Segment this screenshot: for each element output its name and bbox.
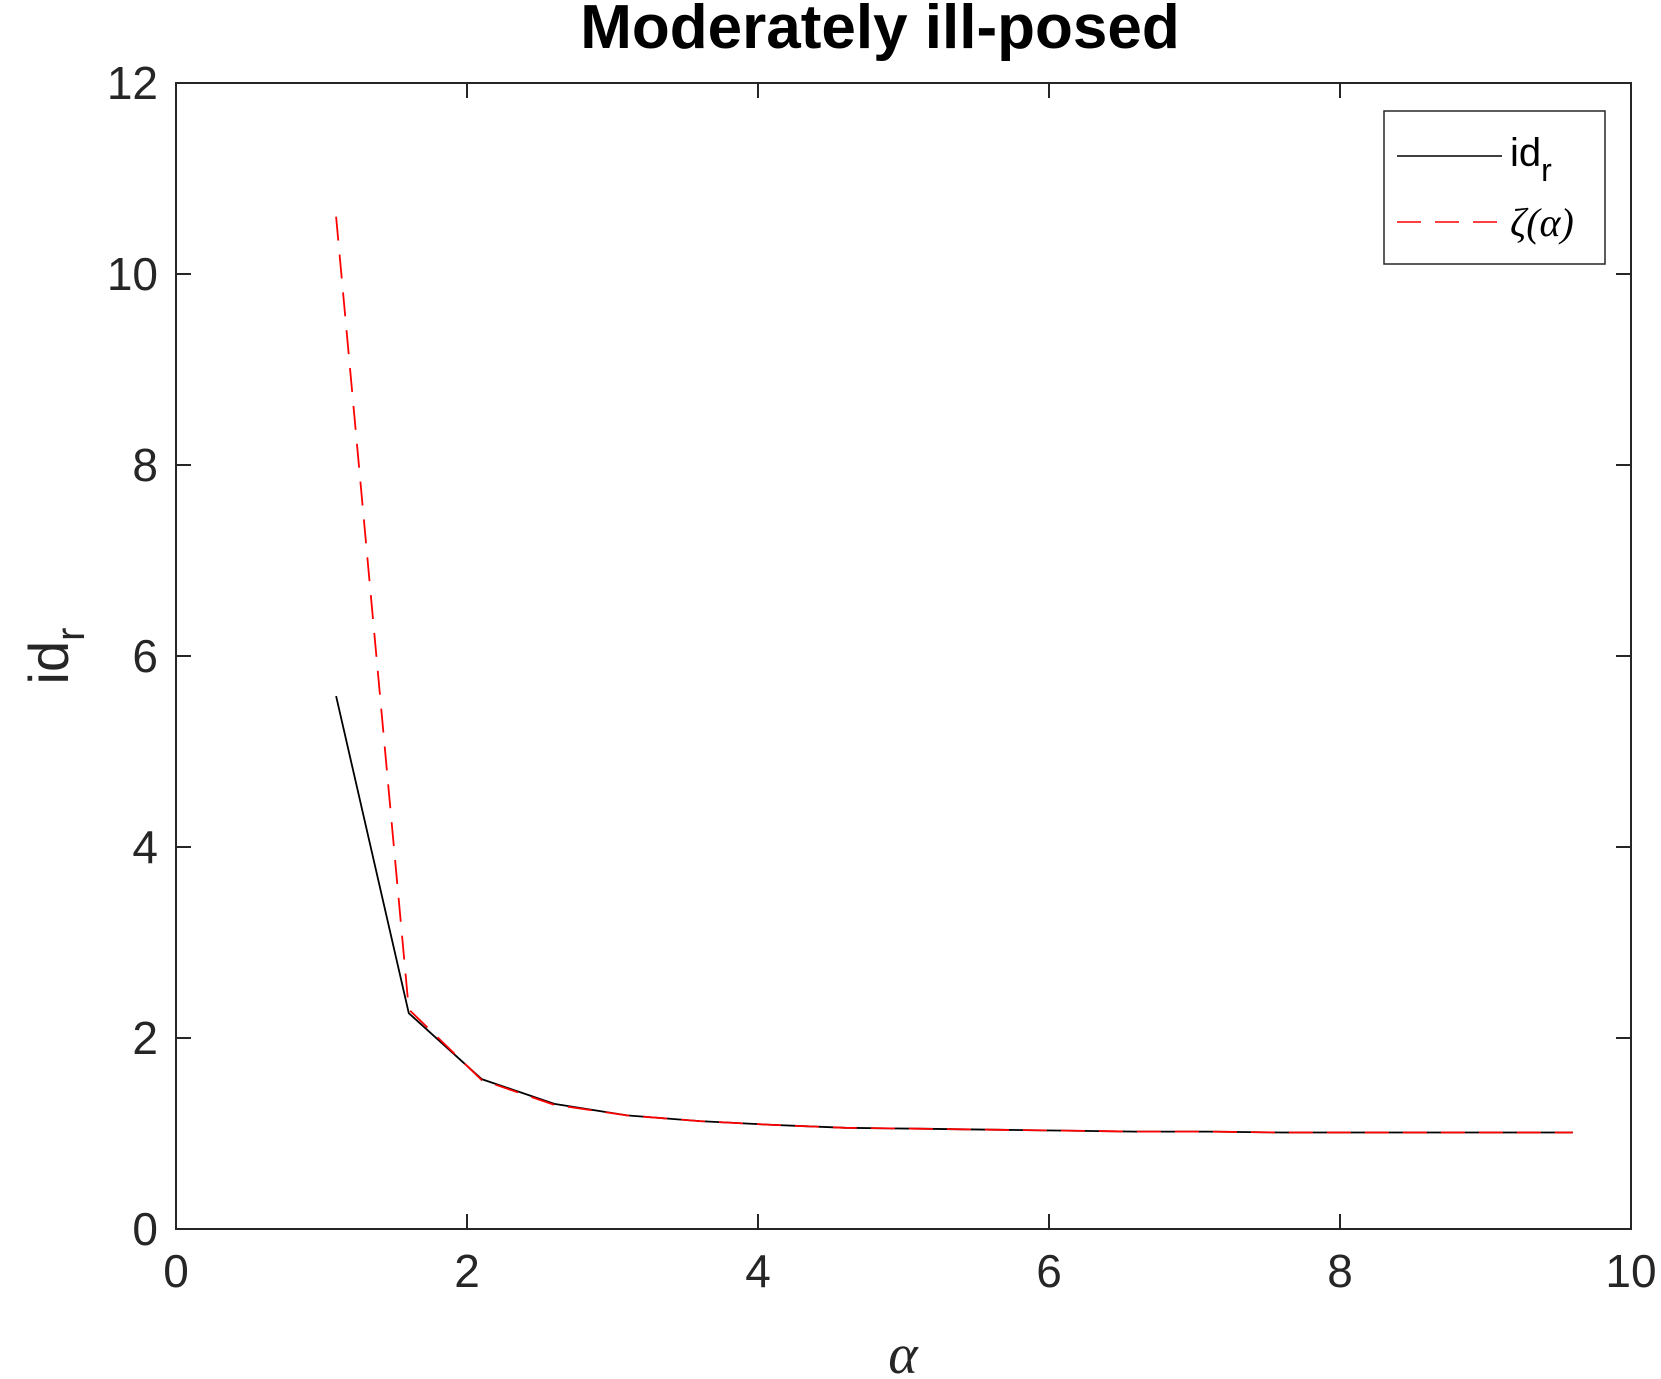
y-tick-label: 12 [107, 57, 158, 109]
x-tick-label: 4 [745, 1245, 771, 1297]
y-axis-label: idr [17, 628, 93, 685]
y-tick-label: 4 [132, 821, 158, 873]
x-tick-label: 0 [163, 1245, 189, 1297]
legend-label-id-r-subscript: r [1541, 152, 1552, 188]
series-layer [335, 216, 1573, 1134]
legend-label-id-r-main: id [1510, 131, 1541, 175]
y-ticks: 0 2 4 6 8 10 12 [107, 57, 1631, 1255]
x-tick-label: 10 [1605, 1245, 1656, 1297]
x-axis-label: α [888, 1324, 919, 1379]
svg-text:idr: idr [17, 628, 93, 685]
x-ticks: 0 2 4 6 8 10 [163, 83, 1657, 1297]
x-tick-label: 2 [454, 1245, 480, 1297]
plot-area [176, 83, 1631, 1229]
y-tick-label: 8 [132, 439, 158, 491]
y-tick-label: 2 [132, 1012, 158, 1064]
y-axis-label-subscript: r [49, 628, 93, 641]
y-tick-label: 10 [107, 248, 158, 300]
x-tick-label: 6 [1036, 1245, 1062, 1297]
chart-title: Moderately ill-posed [580, 0, 1179, 62]
series-line-zeta [335, 216, 1573, 1134]
y-tick-label: 0 [132, 1203, 158, 1255]
legend-label-zeta: ζ(α) [1510, 200, 1574, 245]
y-axis-label-main: id [17, 641, 80, 685]
legend-box [1383, 110, 1606, 265]
x-tick-label: 8 [1327, 1245, 1353, 1297]
y-tick-label: 6 [132, 630, 158, 682]
legend: idr ζ(α) [1383, 110, 1606, 265]
legend-label-id-r: idr [1510, 131, 1552, 188]
